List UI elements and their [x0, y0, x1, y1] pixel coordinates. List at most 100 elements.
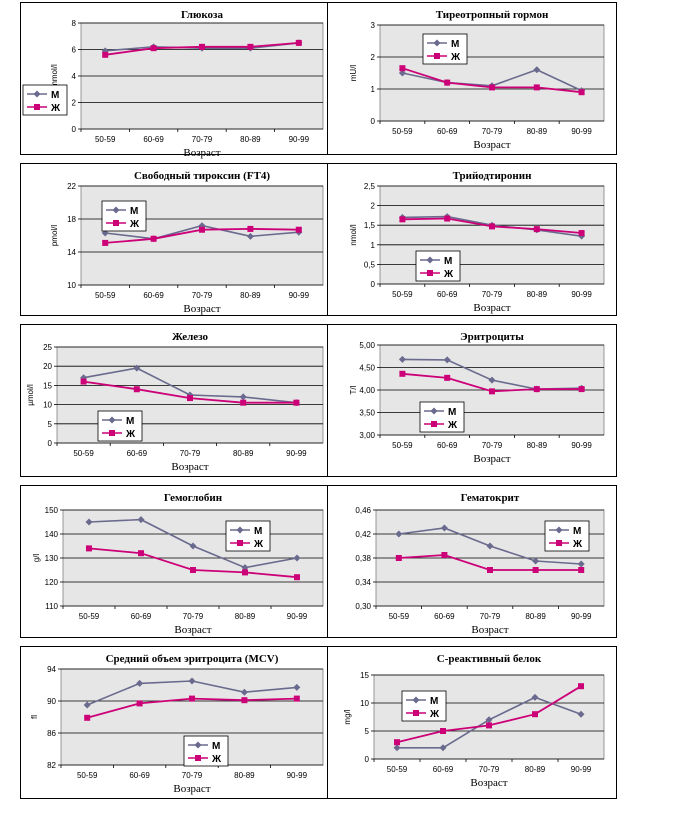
data-point-male [136, 679, 144, 687]
legend-marker-male [433, 39, 441, 47]
legend-marker-male [194, 741, 202, 749]
legend-marker-male [412, 696, 420, 704]
y-axis-label: fl [30, 715, 39, 719]
legend-marker-female [195, 755, 201, 761]
y-tick-label: 10 [43, 401, 52, 410]
legend-box [101, 200, 147, 232]
x-tick-label: 60-69 [437, 127, 458, 136]
data-point-female [487, 567, 493, 573]
data-point-male [443, 356, 451, 364]
legend: МЖ [544, 520, 590, 552]
data-point-female [578, 386, 585, 393]
data-point-male [189, 542, 197, 550]
data-point-male [188, 677, 196, 685]
legend: МЖ [101, 200, 147, 232]
data-point-female [444, 215, 451, 222]
data-point-male [240, 688, 248, 696]
data-point-female [150, 45, 157, 52]
y-tick-label: 1 [371, 85, 376, 94]
x-tick-label: 50-59 [392, 290, 413, 299]
data-point-male [531, 693, 539, 701]
chart-title: Эритроциты [460, 331, 524, 343]
legend-label: М [451, 39, 459, 50]
y-tick-label: 18 [67, 215, 76, 224]
chart-panel-t3: Трийодтиронин 0 0,5 1 1,5 2 2,5 50-59 60-69 70-79… [327, 163, 617, 316]
x-axis-label: Возраст [173, 783, 210, 795]
y-tick-label: 4,00 [359, 386, 375, 395]
data-point-female [578, 89, 585, 96]
y-tick-label: 150 [45, 506, 59, 515]
x-tick-label: 90-99 [289, 291, 310, 300]
data-point-female [533, 226, 540, 233]
chart-svg: Гемоглобин 110 120 130 140 150 50-59 60-69 70-79… [32, 492, 324, 636]
x-tick-label: 90-99 [571, 290, 592, 299]
y-tick-label: 22 [67, 182, 76, 191]
y-tick-label: 10 [360, 699, 369, 708]
legend-label: М [126, 416, 134, 427]
x-tick-label: 80-89 [240, 135, 261, 144]
chart-svg: Железо 0 5 10 15 20 25 50-59 60-69 70-79 80-89 90-9… [26, 331, 324, 473]
data-point-female [532, 711, 538, 718]
data-point-male [577, 710, 585, 718]
legend-label: М [212, 741, 220, 752]
data-point-male [133, 364, 141, 372]
y-tick-label: 110 [45, 602, 58, 611]
data-point-female [84, 714, 91, 721]
legend-label: Ж [443, 269, 454, 280]
x-tick-label: 60-69 [437, 290, 458, 299]
data-point-male [85, 518, 93, 526]
y-tick-label: 3,50 [359, 409, 375, 418]
x-axis-label: Возраст [473, 453, 510, 465]
chart-svg: Эритроциты 3,00 3,50 4,00 4,50 5,00 50-59 60-69… [349, 331, 605, 465]
y-tick-label: 0 [48, 439, 53, 448]
data-point-female [247, 225, 254, 232]
y-tick-label: 120 [45, 578, 59, 587]
y-tick-label: 0 [365, 755, 370, 764]
data-point-female [138, 550, 144, 557]
legend-marker-male [108, 416, 116, 424]
chart-panel-hematocrit: Гематокрит 0,30 0,34 0,38 0,42 0,46 50-59 60-69… [327, 485, 617, 638]
legend-marker-female [427, 270, 433, 276]
data-point-female [489, 223, 495, 230]
y-tick-label: 0,42 [355, 530, 371, 539]
legend-label: Ж [50, 103, 61, 114]
legend-marker-female [413, 710, 419, 716]
y-tick-label: 20 [43, 362, 52, 371]
data-point-male [488, 376, 496, 384]
chart-panel-glucose: Глюкоза 0 2 4 6 8 50-59 60-69 70-79 80-89 90-99 Воз… [20, 2, 331, 159]
y-tick-label: 3,00 [359, 431, 375, 440]
y-tick-label: 2 [72, 99, 77, 108]
data-point-male [101, 229, 109, 237]
data-point-female [293, 695, 300, 702]
data-point-female [532, 567, 539, 573]
x-axis-label: Возраст [183, 147, 220, 159]
data-point-female [444, 374, 451, 381]
data-point-female [133, 386, 140, 393]
legend-label: М [573, 526, 581, 537]
data-point-female [190, 567, 196, 573]
y-axis-label: µmol/l [26, 384, 35, 406]
legend: МЖ [22, 84, 68, 116]
data-point-male [485, 716, 493, 724]
x-tick-label: 80-89 [235, 612, 256, 621]
x-tick-label: 90-99 [289, 135, 310, 144]
legend-marker-female [431, 421, 437, 427]
y-tick-label: 15 [360, 671, 369, 680]
data-point-female [533, 84, 540, 91]
y-tick-label: 130 [45, 554, 59, 563]
legend-marker-female [556, 540, 562, 546]
x-tick-label: 80-89 [525, 612, 546, 621]
legend: МЖ [401, 690, 447, 722]
data-point-female [486, 722, 492, 729]
y-axis-label: nmol/l [349, 224, 358, 246]
x-tick-label: 60-69 [433, 765, 454, 774]
data-point-female [295, 226, 302, 233]
x-tick-label: 80-89 [527, 127, 548, 136]
data-point-female [399, 370, 406, 377]
x-tick-label: 50-59 [73, 449, 94, 458]
data-point-female [578, 567, 585, 573]
data-point-male [137, 516, 145, 524]
data-point-female [80, 378, 87, 385]
x-tick-label: 80-89 [527, 441, 548, 450]
data-point-female [242, 569, 248, 576]
